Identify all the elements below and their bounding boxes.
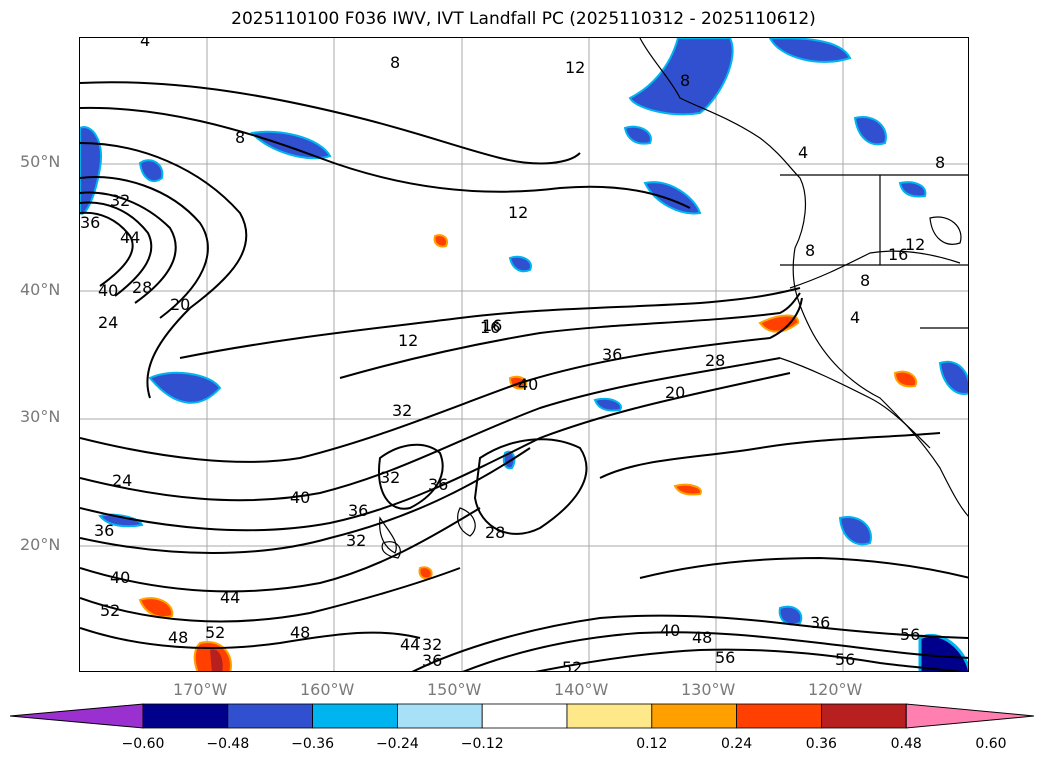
colorbar xyxy=(10,703,1035,729)
contour-label: 20 xyxy=(170,295,190,314)
contour-label: 36 xyxy=(810,613,830,632)
contour-label: 56 xyxy=(900,625,920,644)
colorbar-segment xyxy=(736,703,822,729)
contour-label: 8 xyxy=(235,128,245,147)
lon-label-170w: 170°W xyxy=(173,680,228,699)
positive-anomaly-shading xyxy=(138,234,918,671)
lon-label-130w: 130°W xyxy=(681,680,736,699)
contour-label: 12 xyxy=(905,235,925,254)
colorbar-tick-label: 0.48 xyxy=(890,736,922,752)
contour-label: 4 xyxy=(850,308,860,327)
contour-label: 4 xyxy=(798,143,808,162)
colorbar-tick-label: −0.48 xyxy=(206,736,250,752)
contour-label: 40 xyxy=(98,281,118,300)
contour-label: 28 xyxy=(132,278,152,297)
contour-label: 32 xyxy=(380,468,400,487)
contour-label: 44 xyxy=(220,588,240,607)
colorbar-segment xyxy=(481,703,568,729)
colorbar-segment xyxy=(396,703,483,729)
negative-anomaly-shading xyxy=(80,38,968,671)
lat-label-20n: 20°N xyxy=(20,535,61,554)
graticule xyxy=(80,38,968,671)
contour-label: 32 xyxy=(110,191,130,210)
contour-label: 24 xyxy=(112,471,132,490)
lon-label-140w: 140°W xyxy=(554,680,609,699)
contour-label: 40 xyxy=(110,568,130,587)
contour-label: 16 xyxy=(482,316,502,335)
contour-label: 12 xyxy=(398,331,418,350)
lon-label-150w: 150°W xyxy=(427,680,482,699)
colorbar-tick-label: 0.24 xyxy=(721,736,753,752)
contour-label: 8 xyxy=(680,71,690,90)
contour-label: 44 xyxy=(120,228,140,247)
colorbar-segments xyxy=(10,703,1035,729)
colorbar-segment xyxy=(651,703,737,729)
contour-label: 20 xyxy=(665,383,685,402)
contour-label: 56 xyxy=(835,650,855,669)
lat-label-40n: 40°N xyxy=(20,280,61,299)
map-panel: 4 8 8 8 12 12 8 4 8 16 12 16 8 4 44 32 3… xyxy=(79,37,969,672)
colorbar-segment xyxy=(142,703,229,729)
colorbar-segment xyxy=(566,703,653,729)
colorbar-tick-label: 0.12 xyxy=(636,736,668,752)
colorbar-tick-label: −0.36 xyxy=(291,736,335,752)
contour-label: 52 xyxy=(205,623,225,642)
colorbar-segment xyxy=(312,703,398,729)
contour-label: 28 xyxy=(485,523,505,542)
contour-label: 36 xyxy=(80,213,100,232)
contour-label: 8 xyxy=(805,241,815,260)
lon-label-160w: 160°W xyxy=(300,680,355,699)
contour-label: 8 xyxy=(390,53,400,72)
contour-label: 32 xyxy=(346,531,366,550)
contour-label: 32 xyxy=(392,401,412,420)
contour-label: 44 xyxy=(400,635,420,654)
contour-label: 56 xyxy=(715,648,735,667)
contour-label: 32 xyxy=(422,635,442,654)
colorbar-tick-label: 0.36 xyxy=(805,736,837,752)
map-canvas: 4 8 8 8 12 12 8 4 8 16 12 16 8 4 44 32 3… xyxy=(80,38,968,672)
contour-label: 40 xyxy=(290,488,310,507)
iwv-contours xyxy=(80,81,968,671)
colorbar-tick-label: 0.60 xyxy=(975,736,1007,752)
colorbar-extend-high xyxy=(905,703,1035,729)
contour-label: 12 xyxy=(508,203,528,222)
contour-label: 40 xyxy=(660,621,680,640)
colorbar-extend-low xyxy=(10,703,144,729)
contour-label: 48 xyxy=(168,628,188,647)
contour-label: 48 xyxy=(692,628,712,647)
map-title: 2025110100 F036 IWV, IVT Landfall PC (20… xyxy=(231,9,816,29)
contour-label: 16 xyxy=(480,318,500,337)
contour-label: 52 xyxy=(562,658,582,672)
contour-label: 52 xyxy=(100,601,120,620)
lon-label-120w: 120°W xyxy=(808,680,863,699)
contour-label: 8 xyxy=(860,271,870,290)
colorbar-tick-label: −0.24 xyxy=(375,736,419,752)
contour-label: 12 xyxy=(565,58,585,77)
contour-label: 28 xyxy=(705,351,725,370)
colorbar-tick-label: −0.12 xyxy=(460,736,504,752)
ivt-contours xyxy=(379,216,962,559)
colorbar-segment xyxy=(821,703,907,729)
contour-label: 4 xyxy=(140,38,150,50)
contour-label: 40 xyxy=(518,375,538,394)
contour-label: 36 xyxy=(94,521,114,540)
lat-label-50n: 50°N xyxy=(20,152,61,171)
contour-label: 36 xyxy=(422,651,442,670)
contour-label: 16 xyxy=(888,245,908,264)
contour-label: 8 xyxy=(935,153,945,172)
contour-label: 24 xyxy=(98,313,118,332)
colorbar-tick-label: −0.60 xyxy=(121,736,165,752)
colorbar-segment xyxy=(227,703,314,729)
contour-label: 36 xyxy=(602,345,622,364)
contour-label: 36 xyxy=(348,501,368,520)
contour-label: 48 xyxy=(290,623,310,642)
lat-label-30n: 30°N xyxy=(20,407,61,426)
contour-label: 36 xyxy=(428,475,448,494)
contour-labels: 4 8 8 8 12 12 8 4 8 16 12 16 8 4 44 32 3… xyxy=(80,38,945,672)
